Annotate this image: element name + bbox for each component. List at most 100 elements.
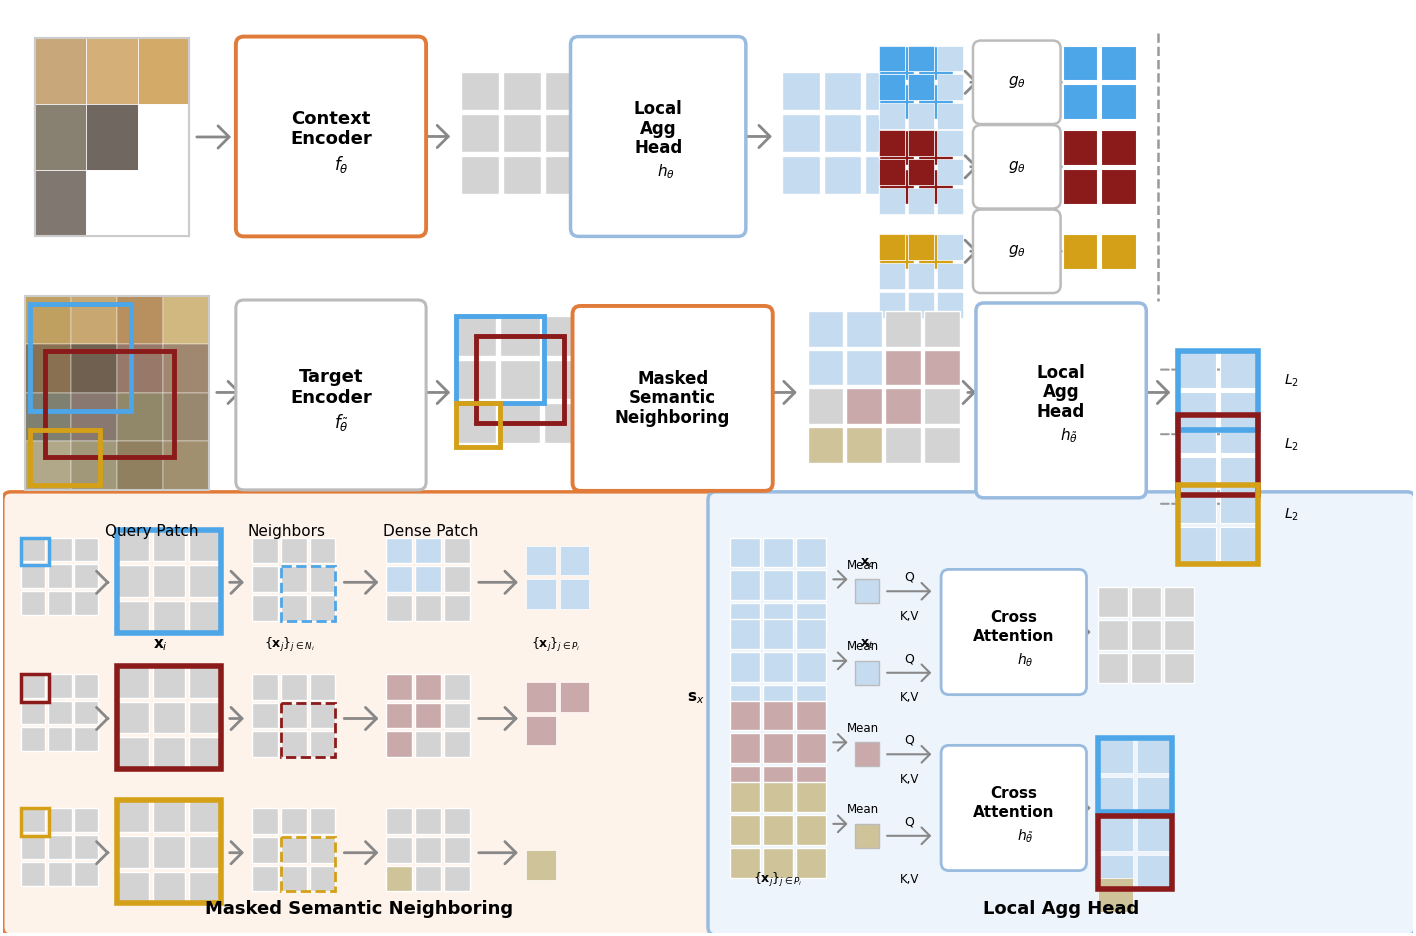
Bar [252, 808, 278, 834]
Bar [729, 734, 760, 763]
Bar [763, 603, 793, 633]
Bar [937, 103, 963, 129]
Bar [879, 234, 905, 260]
Bar [1221, 392, 1257, 431]
Bar [190, 800, 221, 832]
Bar [763, 767, 793, 796]
Bar [525, 579, 555, 609]
Bar [782, 72, 820, 110]
Bar [885, 350, 922, 386]
Bar [153, 665, 185, 697]
Bar [71, 344, 118, 393]
Text: $\{\mathbf{x}_j\}_{j\in P_i}$: $\{\mathbf{x}_j\}_{j\in P_i}$ [753, 870, 803, 888]
Bar [729, 619, 760, 649]
Bar [559, 681, 589, 711]
Text: Attention: Attention [973, 806, 1055, 821]
Bar [48, 592, 71, 615]
Bar [796, 537, 826, 567]
Bar [525, 681, 555, 711]
FancyBboxPatch shape [236, 300, 426, 490]
Bar [879, 74, 905, 100]
Bar [1131, 587, 1161, 617]
Bar [153, 871, 185, 903]
Bar [21, 808, 71, 858]
Bar [21, 537, 45, 562]
Bar [48, 808, 71, 832]
Bar [252, 731, 278, 757]
Bar [1178, 457, 1216, 495]
Bar [48, 537, 71, 562]
Bar [879, 130, 915, 165]
Bar [879, 46, 905, 71]
Bar [763, 619, 793, 649]
Bar [387, 866, 412, 891]
FancyBboxPatch shape [236, 37, 426, 237]
FancyBboxPatch shape [976, 303, 1147, 498]
Bar [415, 731, 440, 757]
Bar [855, 661, 879, 685]
Text: $L_2$: $L_2$ [1284, 437, 1298, 453]
Bar [729, 701, 760, 730]
Text: $\{\mathbf{x}_j\}_{j\in P_i}$: $\{\mathbf{x}_j\}_{j\in P_i}$ [531, 636, 581, 654]
Bar [1131, 653, 1161, 682]
Text: $g_\theta$: $g_\theta$ [1008, 159, 1025, 175]
Text: $L_2$: $L_2$ [1284, 373, 1298, 388]
Bar [763, 782, 793, 812]
Text: Attention: Attention [973, 630, 1055, 645]
Bar [1164, 587, 1194, 617]
Bar [24, 344, 71, 393]
Text: Masked: Masked [637, 370, 708, 388]
Bar [24, 393, 71, 442]
Bar [163, 442, 210, 490]
Bar [30, 304, 132, 411]
Bar [48, 564, 71, 589]
Bar [544, 316, 583, 356]
FancyBboxPatch shape [973, 210, 1061, 293]
Bar [937, 263, 963, 289]
Bar [71, 442, 118, 490]
Bar [1137, 816, 1172, 851]
Bar [280, 837, 336, 891]
Bar [1099, 587, 1129, 617]
Bar [34, 37, 190, 237]
Bar [415, 866, 440, 891]
Bar [75, 592, 98, 615]
Bar [1178, 392, 1216, 431]
Bar [21, 674, 71, 724]
Bar [1178, 416, 1257, 495]
Bar [310, 703, 336, 728]
Bar [387, 703, 412, 728]
Bar [190, 738, 221, 769]
Bar [153, 800, 185, 832]
Bar [190, 601, 221, 633]
Bar [908, 159, 935, 184]
Bar [1099, 739, 1133, 773]
Bar [879, 46, 905, 71]
Bar [415, 537, 440, 563]
Bar [118, 702, 149, 734]
Bar [807, 388, 844, 424]
Bar [118, 442, 163, 490]
Bar [937, 159, 963, 184]
Bar [118, 393, 163, 442]
Bar [1062, 46, 1097, 80]
Text: $L_2$: $L_2$ [1284, 506, 1298, 523]
FancyBboxPatch shape [572, 306, 773, 490]
Text: $\mathbf{x}_t$: $\mathbf{x}_t$ [861, 638, 874, 651]
Bar [252, 537, 278, 563]
Text: $g_\theta$: $g_\theta$ [1008, 243, 1025, 259]
Bar [462, 156, 498, 194]
Bar [1178, 351, 1257, 431]
Bar [118, 530, 221, 633]
Bar [503, 114, 541, 152]
Bar [280, 566, 336, 622]
Bar [45, 351, 174, 458]
Bar [1164, 620, 1194, 650]
Bar [280, 866, 307, 891]
Bar [153, 601, 185, 633]
Bar [807, 427, 844, 463]
Text: Head: Head [1037, 403, 1085, 421]
Bar [1062, 234, 1097, 270]
Bar [280, 537, 307, 563]
Bar [21, 808, 48, 836]
